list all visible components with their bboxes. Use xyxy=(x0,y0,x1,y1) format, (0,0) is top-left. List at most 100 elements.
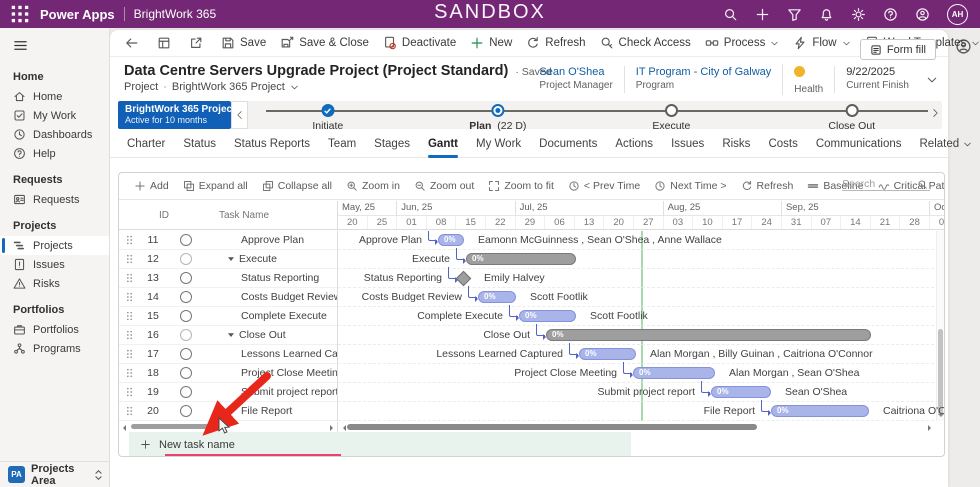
bpf-stage-plan[interactable]: Plan (22 D) xyxy=(469,104,526,132)
task-status-circle[interactable] xyxy=(180,348,192,360)
task-status-circle[interactable] xyxy=(180,386,192,398)
tab-actions[interactable]: Actions xyxy=(615,137,654,150)
form-fill-button[interactable]: Form fill xyxy=(859,39,936,60)
bpf-collapse-button[interactable] xyxy=(231,101,248,129)
command-new[interactable]: New xyxy=(463,32,519,54)
area-switcher[interactable]: PA Projects Area xyxy=(0,461,109,487)
chart-horizontal-scrollbar[interactable] xyxy=(339,422,935,432)
command-deactivate[interactable]: Deactivate xyxy=(376,32,463,54)
bpf-stage-initiate[interactable]: Initiate xyxy=(312,104,343,132)
command-check-access[interactable]: Check Access xyxy=(593,32,698,54)
milestone-diamond[interactable] xyxy=(455,270,472,287)
tab-my-work[interactable]: My Work xyxy=(476,137,522,150)
bpf-active-stage-box[interactable]: BrightWork 365 Project Active for 10 mon… xyxy=(118,101,235,129)
gantt-bar[interactable]: 0% xyxy=(633,367,715,379)
field-value[interactable]: Sean O'Shea xyxy=(539,66,605,78)
bpf-stage-execute[interactable]: Execute xyxy=(652,104,690,132)
task-name-cell[interactable]: Project Close Meeting xyxy=(205,367,337,379)
task-row-18[interactable]: 18 Project Close Meeting xyxy=(119,364,337,383)
gantt-tool-expand-all[interactable]: Expand all xyxy=(176,180,255,192)
command-save[interactable]: Save xyxy=(214,32,273,54)
command-save-close[interactable]: Save & Close xyxy=(273,32,376,54)
gantt-tool-collapse-all[interactable]: Collapse all xyxy=(255,180,339,192)
command-process[interactable]: Process xyxy=(698,32,787,54)
task-row-14[interactable]: 14 Costs Budget Review xyxy=(119,288,337,307)
task-status-circle[interactable] xyxy=(180,329,192,341)
command-flow[interactable]: Flow xyxy=(786,32,857,54)
sidebar-item-help[interactable]: Help xyxy=(0,144,109,163)
tab-related[interactable]: Related xyxy=(911,131,980,158)
task-name-cell[interactable]: Close Out xyxy=(205,329,337,341)
waffle-menu-icon[interactable] xyxy=(9,3,31,25)
search-icon[interactable] xyxy=(723,7,738,22)
gear-icon[interactable] xyxy=(851,7,866,22)
task-status-circle[interactable] xyxy=(180,367,192,379)
tab-status[interactable]: Status xyxy=(183,137,216,150)
tab-gantt[interactable]: Gantt xyxy=(419,131,467,158)
task-row-13[interactable]: 13 Status Reporting xyxy=(119,269,337,288)
task-name-cell[interactable]: Complete Execute xyxy=(205,310,337,322)
drag-handle-icon[interactable] xyxy=(119,349,139,359)
drag-handle-icon[interactable] xyxy=(119,368,139,378)
header-expand-chevron-icon[interactable] xyxy=(926,74,938,86)
task-row-19[interactable]: 19 Submit project report xyxy=(119,383,337,402)
drag-handle-icon[interactable] xyxy=(119,330,139,340)
gantt-search-input[interactable] xyxy=(842,178,914,190)
updown-chevron-icon[interactable] xyxy=(94,469,103,481)
tab-status-reports[interactable]: Status Reports xyxy=(233,137,311,150)
side-panel-icon[interactable] xyxy=(955,38,972,55)
task-row-17[interactable]: 17 Lessons Learned Captured xyxy=(119,345,337,364)
app-name-label[interactable]: BrightWork 365 xyxy=(133,7,217,21)
drag-handle-icon[interactable] xyxy=(119,254,139,264)
task-status-circle[interactable] xyxy=(180,405,192,417)
gantt-tool-refresh[interactable]: Refresh xyxy=(734,180,801,192)
tab-team[interactable]: Team xyxy=(328,137,357,150)
gantt-bar[interactable]: 0% xyxy=(519,310,576,322)
drag-handle-icon[interactable] xyxy=(119,292,139,302)
task-name-cell[interactable]: Execute xyxy=(205,253,337,265)
command-refresh[interactable]: Refresh xyxy=(519,32,592,54)
tab-documents[interactable]: Documents xyxy=(539,137,598,150)
quick-create-icon[interactable] xyxy=(755,7,770,22)
drag-handle-icon[interactable] xyxy=(119,273,139,283)
sidebar-item-my-work[interactable]: My Work xyxy=(0,106,109,125)
bpf-next-button[interactable] xyxy=(930,105,940,123)
task-row-20[interactable]: 20 File Report xyxy=(119,402,337,421)
avatar[interactable]: AH xyxy=(947,3,968,25)
new-task-row[interactable]: New task name xyxy=(129,432,631,456)
task-name-cell[interactable]: Approve Plan xyxy=(205,234,337,246)
sidebar-item-risks[interactable]: Risks xyxy=(0,274,109,293)
table-horizontal-scrollbar[interactable] xyxy=(119,422,338,432)
task-status-circle[interactable] xyxy=(180,234,192,246)
gantt-bar[interactable]: 0% xyxy=(478,291,516,303)
drag-handle-icon[interactable] xyxy=(119,406,139,416)
sidebar-item-projects[interactable]: Projects xyxy=(0,236,109,255)
task-name-cell[interactable]: Status Reporting xyxy=(205,272,337,284)
task-name-cell[interactable]: Costs Budget Review xyxy=(205,291,337,303)
gantt-bar[interactable]: 0% xyxy=(438,234,464,246)
tab-issues[interactable]: Issues xyxy=(671,137,705,150)
vertical-scrollbar[interactable] xyxy=(936,231,944,421)
gantt-tool-next-time-[interactable]: Next Time > xyxy=(647,180,733,192)
task-status-circle[interactable] xyxy=(180,310,192,322)
new-task-placeholder[interactable]: New task name xyxy=(159,438,235,451)
bell-icon[interactable] xyxy=(819,7,834,22)
tab-charter[interactable]: Charter xyxy=(127,137,166,150)
gantt-tool-add[interactable]: Add xyxy=(127,180,176,192)
gantt-bar[interactable]: 0% xyxy=(711,386,771,398)
bpf-stage-close-out[interactable]: Close Out xyxy=(828,104,875,132)
task-row-11[interactable]: 11 Approve Plan xyxy=(119,231,337,250)
task-name-cell[interactable]: Submit project report xyxy=(205,386,337,398)
feedback-icon[interactable] xyxy=(915,7,930,22)
task-status-circle[interactable] xyxy=(180,272,192,284)
tab-communications[interactable]: Communications xyxy=(815,137,902,150)
collapse-caret-icon[interactable] xyxy=(227,331,235,339)
task-status-circle[interactable] xyxy=(180,291,192,303)
gantt-tool--prev-time[interactable]: < Prev Time xyxy=(561,180,647,192)
task-name-cell[interactable]: Lessons Learned Captured xyxy=(205,348,337,360)
brand-label[interactable]: Power Apps xyxy=(40,6,115,22)
form-selector[interactable]: BrightWork 365 Project xyxy=(171,81,285,93)
filter-icon[interactable] xyxy=(787,7,802,22)
sidebar-item-portfolios[interactable]: Portfolios xyxy=(0,320,109,339)
sidebar-item-dashboards[interactable]: Dashboards xyxy=(0,125,109,144)
